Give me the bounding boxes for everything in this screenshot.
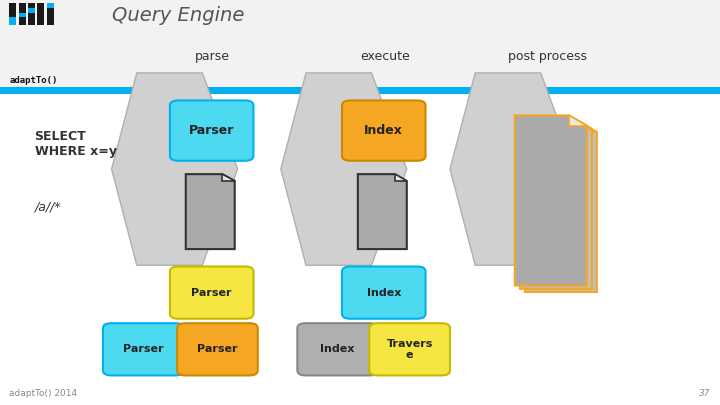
Bar [47,17,53,25]
Text: post process: post process [508,50,587,63]
Bar [19,13,26,20]
Bar [37,3,45,10]
Bar [47,8,53,15]
FancyBboxPatch shape [177,323,258,375]
FancyBboxPatch shape [369,323,450,375]
Text: adaptTo() 2014: adaptTo() 2014 [9,389,78,398]
FancyBboxPatch shape [170,266,253,319]
Text: Parser: Parser [197,344,238,354]
Text: Query Engine: Query Engine [112,6,244,25]
Bar [28,13,35,20]
Polygon shape [186,174,235,249]
Text: /a//*: /a//* [35,200,61,213]
Bar [0,87,720,94]
Polygon shape [520,119,592,289]
Text: adaptTo(): adaptTo() [9,76,58,85]
Text: Index: Index [364,124,403,137]
Polygon shape [112,73,238,265]
Bar [47,3,53,10]
Text: Parser: Parser [189,124,235,137]
Text: Parser: Parser [123,344,163,354]
FancyBboxPatch shape [342,266,426,319]
Text: SELECT
WHERE x=y: SELECT WHERE x=y [35,130,117,158]
Bar [9,3,16,10]
Polygon shape [395,174,407,181]
Text: Index: Index [366,288,401,298]
Bar [28,3,35,10]
Polygon shape [281,73,407,265]
Bar [9,13,16,20]
Text: execute: execute [360,50,410,63]
Text: 37: 37 [699,389,711,398]
Bar [37,13,45,20]
Text: parse: parse [195,50,230,63]
Bar [47,13,53,20]
Bar [19,3,26,10]
Polygon shape [525,122,597,292]
Bar [28,8,35,15]
Bar [19,17,26,25]
Polygon shape [358,174,407,249]
Polygon shape [515,115,587,286]
Polygon shape [450,73,576,265]
FancyBboxPatch shape [103,323,184,375]
Polygon shape [574,119,592,129]
Polygon shape [579,122,597,132]
FancyBboxPatch shape [342,100,426,161]
FancyBboxPatch shape [297,323,378,375]
Polygon shape [569,115,587,126]
Bar [37,8,45,15]
Bar [9,8,16,15]
Bar [37,17,45,25]
FancyBboxPatch shape [170,100,253,161]
Text: Index: Index [320,344,355,354]
Bar [9,17,16,25]
Bar [28,17,35,25]
Bar [0,0,720,87]
Text: Parser: Parser [192,288,232,298]
Polygon shape [222,174,235,181]
Bar [19,8,26,15]
Text: Travers
e: Travers e [387,339,433,360]
